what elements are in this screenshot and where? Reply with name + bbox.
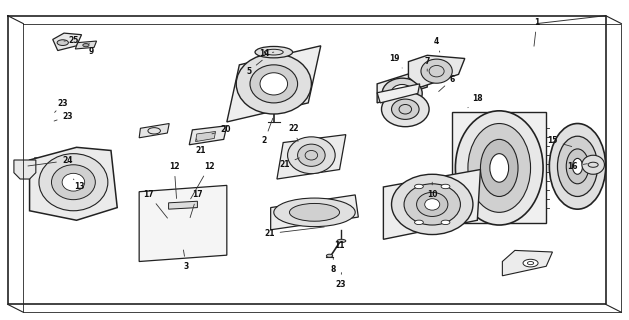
Text: 3: 3 [184,250,189,271]
Polygon shape [139,124,169,138]
Text: 24: 24 [28,156,72,166]
Polygon shape [14,160,36,179]
Text: 10: 10 [427,182,438,199]
Polygon shape [169,201,198,209]
Text: 18: 18 [468,94,482,108]
Circle shape [415,184,423,189]
Text: 16: 16 [567,162,587,171]
Ellipse shape [566,149,589,184]
Polygon shape [53,33,82,51]
Ellipse shape [62,173,85,191]
Text: 14: 14 [259,49,274,58]
Text: 1: 1 [534,18,540,46]
Circle shape [83,44,89,47]
Ellipse shape [39,154,108,211]
Text: 21: 21 [195,139,206,155]
Ellipse shape [337,239,346,243]
Polygon shape [196,132,216,142]
Circle shape [57,40,69,45]
Ellipse shape [391,174,473,235]
Ellipse shape [404,184,460,225]
Polygon shape [377,68,427,103]
Text: 6: 6 [438,75,455,92]
Ellipse shape [391,84,413,102]
Ellipse shape [549,124,606,209]
Text: 4: 4 [434,36,440,52]
Ellipse shape [289,204,340,221]
Text: 21: 21 [279,158,299,169]
Text: 15: 15 [547,136,572,147]
Text: 7: 7 [425,57,430,71]
Ellipse shape [557,136,598,196]
Ellipse shape [237,54,311,114]
Polygon shape [139,185,227,261]
Ellipse shape [391,99,419,119]
Ellipse shape [481,140,518,196]
Ellipse shape [416,192,448,216]
Polygon shape [277,135,346,179]
Text: 23: 23 [55,99,68,112]
Ellipse shape [468,124,530,212]
Text: 13: 13 [74,179,85,191]
Text: 11: 11 [334,238,345,250]
Polygon shape [384,170,481,239]
Polygon shape [75,41,97,49]
Text: 25: 25 [64,36,79,45]
Polygon shape [408,55,465,87]
Text: 22: 22 [289,124,299,141]
Text: 12: 12 [169,162,179,198]
Polygon shape [270,195,359,230]
Polygon shape [377,84,420,103]
Polygon shape [30,147,117,220]
Ellipse shape [490,154,509,182]
Text: 2: 2 [262,118,273,146]
Ellipse shape [287,137,335,174]
Ellipse shape [250,65,298,103]
Ellipse shape [382,78,422,108]
Text: 8: 8 [331,258,336,274]
Text: 23: 23 [54,112,73,121]
Text: 23: 23 [335,273,346,289]
Polygon shape [452,112,546,223]
Ellipse shape [455,111,543,225]
Ellipse shape [260,73,287,95]
Circle shape [415,220,423,225]
Text: 19: 19 [389,54,402,68]
Circle shape [441,220,450,225]
Ellipse shape [425,199,440,210]
Polygon shape [227,46,321,122]
Ellipse shape [382,92,429,127]
Text: 20: 20 [212,125,231,134]
Ellipse shape [572,158,582,174]
Text: 17: 17 [190,190,203,218]
Ellipse shape [255,46,292,58]
Ellipse shape [582,155,604,174]
Ellipse shape [421,59,452,83]
Text: 9: 9 [88,43,94,56]
Circle shape [441,184,450,189]
Circle shape [326,254,333,257]
Ellipse shape [298,144,325,166]
Ellipse shape [52,165,96,200]
Polygon shape [189,126,227,145]
Circle shape [523,259,538,267]
Text: 17: 17 [143,190,167,218]
Polygon shape [503,251,552,276]
Text: 5: 5 [246,60,262,76]
Text: 12: 12 [191,162,214,199]
Ellipse shape [274,198,355,227]
Text: 21: 21 [264,227,325,238]
